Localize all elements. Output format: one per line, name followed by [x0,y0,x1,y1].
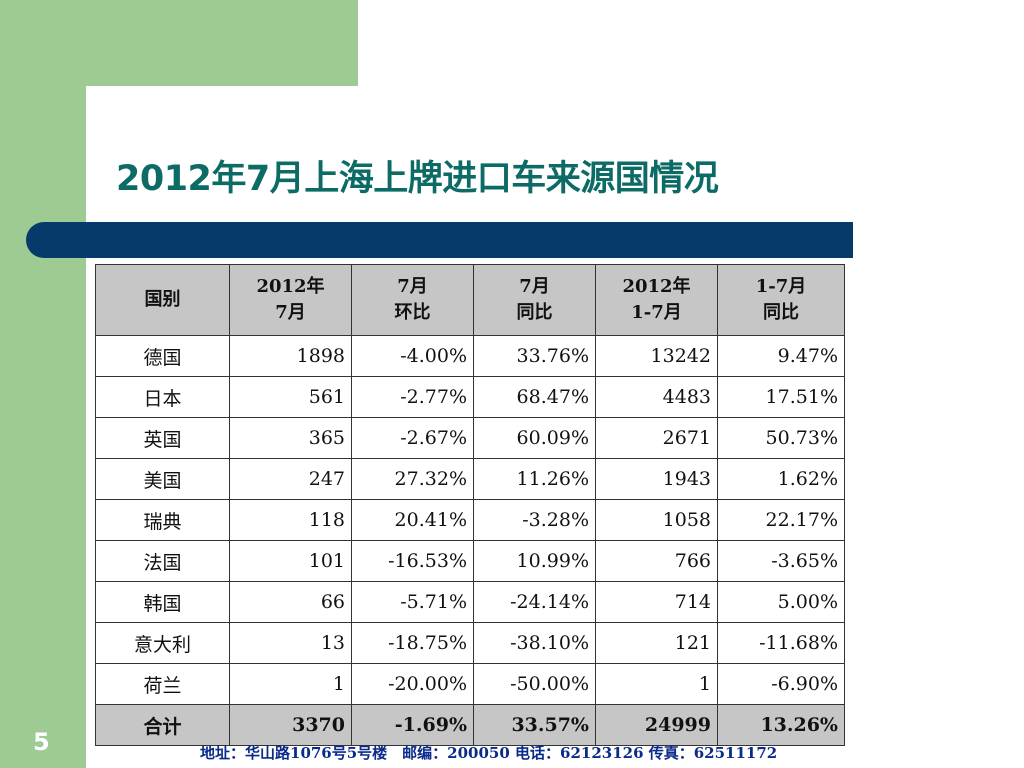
value-cell: 365 [229,417,352,459]
value-cell: 20.41% [351,499,474,541]
header-jan-jul-2012: 2012年 1-7月 [595,264,718,336]
value-cell: 9.47% [717,335,845,377]
value-cell: 561 [229,376,352,418]
value-cell: 3370 [229,704,352,746]
header-jul-2012: 2012年 7月 [229,264,352,336]
header-jul-mom: 7月 环比 [351,264,474,336]
title-underline-bar [26,222,853,258]
country-cell: 法国 [95,540,230,582]
value-cell: 5.00% [717,581,845,623]
value-cell: -2.67% [351,417,474,459]
table-row: 荷兰 1 -20.00% -50.00% 1 -6.90% [95,663,845,705]
country-cell: 瑞典 [95,499,230,541]
value-cell: 66 [229,581,352,623]
value-cell: 247 [229,458,352,500]
value-cell: 118 [229,499,352,541]
value-cell: 4483 [595,376,718,418]
value-cell: 13242 [595,335,718,377]
value-cell: 13 [229,622,352,664]
value-cell: -18.75% [351,622,474,664]
value-cell: 1.62% [717,458,845,500]
value-cell: -3.65% [717,540,845,582]
value-cell: 1943 [595,458,718,500]
header-jan-jul-yoy: 1-7月 同比 [717,264,845,336]
value-cell: 2671 [595,417,718,459]
country-cell: 合计 [95,704,230,746]
slide-title: 2012年7月上海上牌进口车来源国情况 [116,159,719,199]
value-cell: -38.10% [473,622,596,664]
value-cell: -1.69% [351,704,474,746]
country-cell: 德国 [95,335,230,377]
value-cell: -4.00% [351,335,474,377]
value-cell: 33.76% [473,335,596,377]
value-cell: -24.14% [473,581,596,623]
header-country: 国别 [95,264,230,336]
top-green-band [0,0,358,86]
country-cell: 意大利 [95,622,230,664]
value-cell: 10.99% [473,540,596,582]
value-cell: 50.73% [717,417,845,459]
import-source-table: 国别 2012年 7月 7月 环比 7月 同比 2012年 1-7月 1-7月 同比 德国… [95,264,845,746]
page-number: 5 [33,728,50,756]
value-cell: 24999 [595,704,718,746]
value-cell: 33.57% [473,704,596,746]
table-row: 意大利 13 -18.75% -38.10% 121 -11.68% [95,622,845,664]
value-cell: -11.68% [717,622,845,664]
value-cell: 121 [595,622,718,664]
value-cell: 60.09% [473,417,596,459]
value-cell: 13.26% [717,704,845,746]
table-row: 德国 1898 -4.00% 33.76% 13242 9.47% [95,335,845,377]
value-cell: 27.32% [351,458,474,500]
value-cell: 1898 [229,335,352,377]
table-header-row: 国别 2012年 7月 7月 环比 7月 同比 2012年 1-7月 1-7月 同比 [95,264,845,336]
country-cell: 美国 [95,458,230,500]
value-cell: -3.28% [473,499,596,541]
value-cell: 1058 [595,499,718,541]
footer-contact: 地址：华山路1076号5号楼 邮编：200050 电话：62123126 传真：… [200,744,778,762]
value-cell: 11.26% [473,458,596,500]
value-cell: 22.17% [717,499,845,541]
value-cell: -16.53% [351,540,474,582]
table-row: 法国 101 -16.53% 10.99% 766 -3.65% [95,540,845,582]
country-cell: 荷兰 [95,663,230,705]
country-cell: 日本 [95,376,230,418]
value-cell: 1 [229,663,352,705]
table-row: 日本 561 -2.77% 68.47% 4483 17.51% [95,376,845,418]
value-cell: 1 [595,663,718,705]
value-cell: -2.77% [351,376,474,418]
country-cell: 英国 [95,417,230,459]
value-cell: -20.00% [351,663,474,705]
total-row: 合计 3370 -1.69% 33.57% 24999 13.26% [95,704,845,746]
header-jul-yoy: 7月 同比 [473,264,596,336]
table-row: 韩国 66 -5.71% -24.14% 714 5.00% [95,581,845,623]
table-row: 美国 247 27.32% 11.26% 1943 1.62% [95,458,845,500]
value-cell: -5.71% [351,581,474,623]
value-cell: -6.90% [717,663,845,705]
value-cell: 714 [595,581,718,623]
table-row: 瑞典 118 20.41% -3.28% 1058 22.17% [95,499,845,541]
country-cell: 韩国 [95,581,230,623]
value-cell: 101 [229,540,352,582]
value-cell: 68.47% [473,376,596,418]
value-cell: 766 [595,540,718,582]
value-cell: -50.00% [473,663,596,705]
value-cell: 17.51% [717,376,845,418]
left-green-band [0,0,86,768]
table-row: 英国 365 -2.67% 60.09% 2671 50.73% [95,417,845,459]
